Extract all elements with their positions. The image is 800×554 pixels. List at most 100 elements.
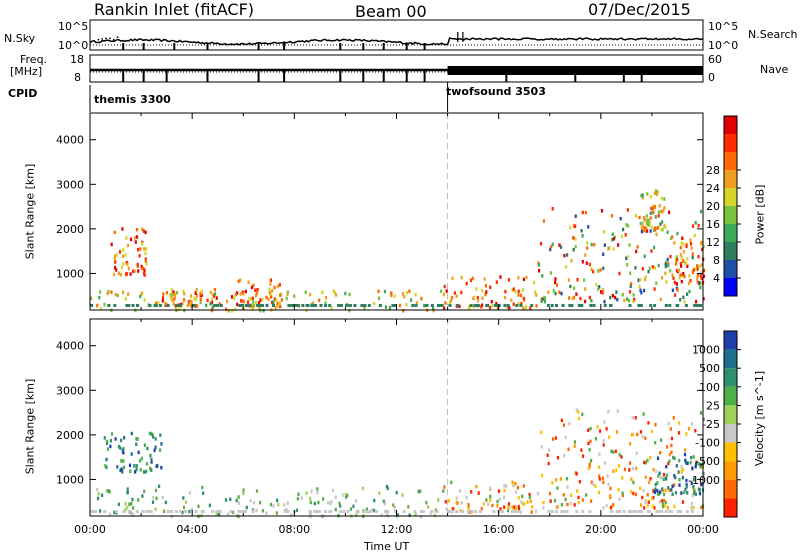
velocity-cell xyxy=(612,503,615,507)
velocity-colorbar-swatch-0 xyxy=(724,331,737,350)
power-ground-cell xyxy=(248,304,252,307)
velocity-cell xyxy=(686,491,689,495)
power-cell xyxy=(227,309,230,313)
velocity-cell xyxy=(450,480,453,485)
velocity-cell xyxy=(588,462,591,466)
velocity-cell xyxy=(297,492,300,496)
velocity-cell xyxy=(255,489,259,493)
power-cell xyxy=(141,266,144,271)
power-ground-cell xyxy=(353,304,357,307)
velocity-cell xyxy=(656,456,660,460)
power-cell xyxy=(142,229,145,233)
power-cell xyxy=(120,265,123,270)
power-ground-cell xyxy=(296,304,300,307)
velocity-cell xyxy=(670,443,673,448)
xtick-label-5: 20:00 xyxy=(585,523,617,536)
velocity-cell xyxy=(529,499,532,503)
power-cell xyxy=(134,240,137,244)
velocity-cell xyxy=(120,467,123,472)
power-ground-cell xyxy=(411,304,415,307)
power-cell xyxy=(551,207,554,211)
power-ground-cell xyxy=(476,304,480,307)
velocity-cell xyxy=(182,505,186,510)
velocity-cell xyxy=(277,502,280,507)
power-colorbar-swatch-3 xyxy=(724,224,737,242)
power-cell xyxy=(535,293,538,297)
power-cell xyxy=(625,256,628,260)
velocity-cell xyxy=(663,504,667,508)
power-cell xyxy=(551,242,554,247)
velocity-ground-cell xyxy=(685,510,689,513)
velocity-ground-cell xyxy=(647,510,651,513)
velocity-ground-cell xyxy=(610,510,614,513)
power-cell xyxy=(205,303,208,308)
velocity-cell xyxy=(547,461,550,466)
power-colorbar-swatch-4 xyxy=(724,206,737,224)
velocity-cell xyxy=(162,509,166,514)
power-cell xyxy=(144,247,148,251)
power-cell xyxy=(587,225,590,229)
velocity-cell xyxy=(668,452,671,457)
velocity-cell xyxy=(570,493,573,497)
power-cell xyxy=(655,192,659,197)
power-cell xyxy=(522,277,525,282)
power-cell xyxy=(279,293,282,297)
velocity-cell xyxy=(349,507,353,511)
power-cell xyxy=(172,290,175,294)
velocity-cell xyxy=(237,501,241,505)
velocity-cell xyxy=(693,489,696,493)
velocity-cell xyxy=(467,503,470,507)
power-cell xyxy=(144,257,147,261)
power-cell xyxy=(519,293,523,298)
power-cell xyxy=(616,297,619,302)
power-ground-cell xyxy=(609,304,612,307)
power-cell xyxy=(517,301,520,306)
power-cell xyxy=(475,287,478,291)
velocity-cell xyxy=(508,506,511,510)
velocity-cell xyxy=(656,488,659,493)
power-cell xyxy=(641,223,644,228)
velocity-cell xyxy=(566,502,569,507)
velocity-ground-cell xyxy=(618,510,622,513)
power-cell xyxy=(517,276,520,280)
power-cell xyxy=(420,297,423,301)
power-cell xyxy=(635,249,638,254)
velocity-cell xyxy=(465,496,468,500)
velocity-cell xyxy=(674,491,677,495)
velocity-ground-cell xyxy=(149,510,153,513)
power-cell xyxy=(686,264,689,268)
power-ground-cell xyxy=(291,304,295,307)
power-cell xyxy=(693,233,696,238)
nsky-dot-2 xyxy=(105,37,107,40)
velocity-cell xyxy=(691,493,694,498)
velocity-cell xyxy=(152,435,155,439)
velocity-cell xyxy=(592,482,595,487)
velocity-colorbar-tick-label-0: 1000 xyxy=(692,344,720,357)
power-cell xyxy=(234,292,237,297)
velocity-ground-cell xyxy=(513,510,516,513)
velocity-cell xyxy=(159,448,162,452)
power-cell xyxy=(414,292,417,297)
power-cell xyxy=(575,292,578,296)
velocity-cell xyxy=(585,493,588,497)
nave-tick-bottom: 0 xyxy=(708,71,715,84)
power-cell xyxy=(377,296,381,300)
power-ground-cell xyxy=(113,304,117,307)
velocity-cell xyxy=(137,450,140,455)
velocity-cell xyxy=(562,493,565,497)
power-ground-cell xyxy=(603,304,607,307)
velocity-ytick-label-1: 2000 xyxy=(56,429,84,442)
power-cell xyxy=(663,197,666,201)
power-cell xyxy=(234,307,237,311)
power-cell xyxy=(183,298,186,302)
velocity-cell xyxy=(373,508,376,513)
velocity-cell xyxy=(598,452,601,456)
power-cell xyxy=(363,306,366,310)
velocity-cell xyxy=(295,508,299,513)
power-cell xyxy=(674,293,677,297)
velocity-cell xyxy=(489,494,492,499)
power-ground-cell xyxy=(425,304,429,307)
velocity-ground-cell xyxy=(622,510,626,513)
velocity-ground-cell xyxy=(141,510,145,513)
velocity-ground-cell xyxy=(329,510,333,513)
